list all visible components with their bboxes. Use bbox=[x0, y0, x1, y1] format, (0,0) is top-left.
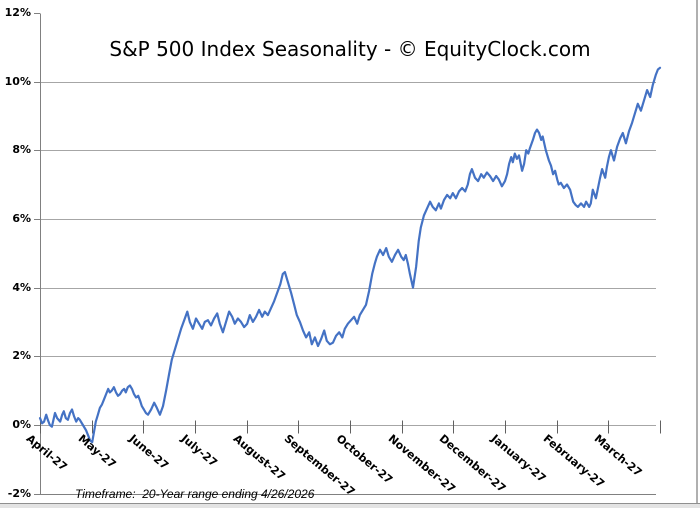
y-tick-label: 2% bbox=[12, 349, 31, 363]
y-tick-label: 8% bbox=[12, 143, 31, 157]
timeframe-note: Timeframe: 20-Year range ending 4/26/202… bbox=[75, 487, 315, 501]
y-tick-label: 12% bbox=[4, 5, 31, 19]
chart-title: S&P 500 Index Seasonality - © EquityCloc… bbox=[109, 37, 591, 61]
y-tick-label: 4% bbox=[12, 280, 31, 294]
y-tick-label: 0% bbox=[12, 418, 31, 431]
container-right-border bbox=[696, 0, 698, 508]
y-tick-label: 6% bbox=[12, 211, 31, 225]
container-bottom-edge bbox=[0, 503, 700, 508]
y-tick-label: -2% bbox=[7, 486, 31, 500]
y-tick-label: 10% bbox=[4, 74, 31, 88]
seasonality-series-line bbox=[38, 66, 662, 444]
